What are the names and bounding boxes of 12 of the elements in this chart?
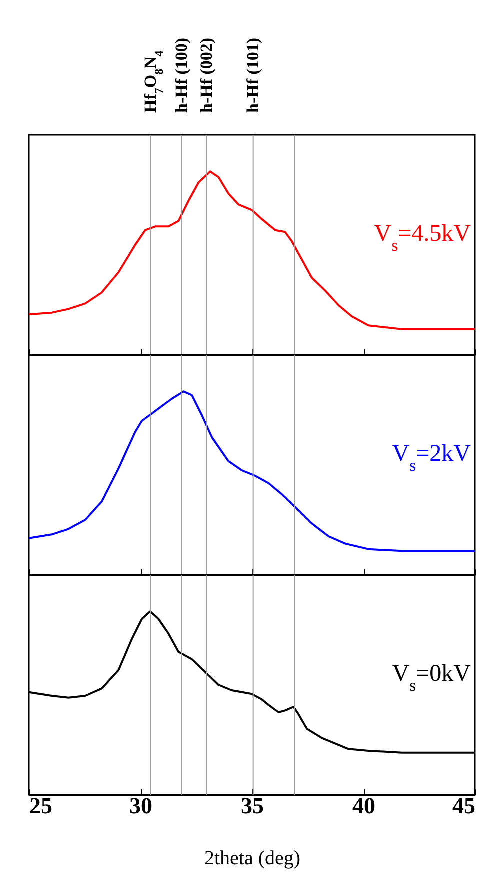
x-tick-label: 25 xyxy=(30,794,52,818)
ref-line-label: h-Hf (101) xyxy=(243,38,262,113)
x-tick-label: 45 xyxy=(452,794,476,818)
text: V$_{s}$=2kV xyxy=(392,441,472,474)
text: V$_{s}$=0kV xyxy=(392,661,472,694)
text: V$_{s}$=4.5kV xyxy=(374,221,472,254)
x-tick-label: 40 xyxy=(352,794,376,818)
x-axis-title: 2theta (deg) xyxy=(204,848,301,870)
x-tick-label: 30 xyxy=(130,794,152,818)
x-tick-label: 35 xyxy=(241,794,264,818)
ref-line-label: h-Hf (002) xyxy=(196,38,216,113)
ref-line-label: h-Hf (100) xyxy=(172,38,191,113)
